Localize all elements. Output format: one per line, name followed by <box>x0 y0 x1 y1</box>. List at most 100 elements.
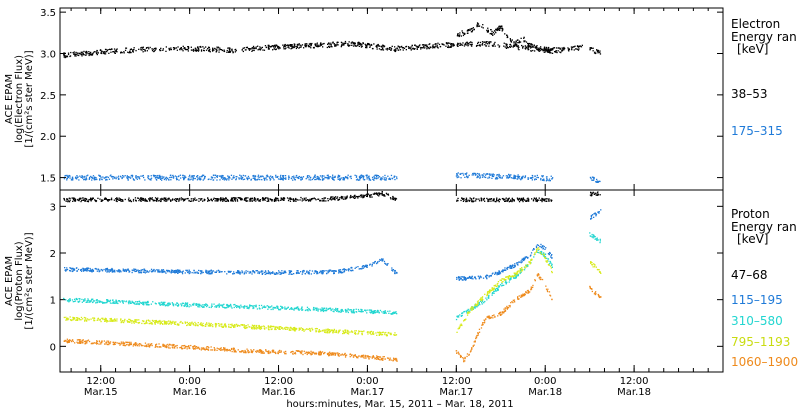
proton-data-point <box>173 270 176 272</box>
proton-data-point <box>94 199 96 201</box>
proton-data-point <box>289 200 292 202</box>
proton-data-point <box>156 321 158 323</box>
proton-data-point <box>102 317 104 319</box>
proton-data-point <box>387 310 389 312</box>
proton-data-point <box>327 270 329 272</box>
proton-data-point <box>510 278 512 280</box>
electron-data-point <box>316 44 318 46</box>
electron-data-point <box>383 178 385 180</box>
proton-data-point <box>65 316 67 318</box>
electron-data-point <box>288 176 290 179</box>
electron-data-point <box>469 28 471 30</box>
proton-data-point <box>74 298 76 300</box>
electron-data-point <box>222 177 224 179</box>
proton-data-point <box>592 192 594 194</box>
electron-data-point <box>432 44 434 46</box>
proton-data-point <box>379 309 382 312</box>
proton-data-point <box>208 322 210 324</box>
proton-data-point <box>457 197 459 200</box>
proton-data-point <box>270 308 272 311</box>
electron-data-point <box>381 46 383 48</box>
electron-data-point <box>221 49 224 52</box>
proton-data-point <box>239 271 241 273</box>
electron-data-point <box>111 48 113 50</box>
electron-data-point <box>91 54 93 56</box>
proton-data-point <box>369 263 371 265</box>
electron-data-point <box>500 28 502 30</box>
electron-data-point <box>575 48 577 50</box>
proton-data-point <box>320 309 322 311</box>
proton-data-point <box>79 298 81 300</box>
proton-data-point <box>591 194 593 196</box>
proton-data-point <box>355 266 357 268</box>
proton-data-point <box>498 270 500 272</box>
electron-data-point <box>462 174 465 176</box>
proton-data-point <box>189 304 191 306</box>
proton-data-point <box>295 197 297 200</box>
proton-data-point <box>461 314 463 317</box>
electron-data-point <box>80 53 82 55</box>
proton-data-point <box>238 272 240 274</box>
proton-data-point <box>135 270 138 272</box>
electron-data-point <box>225 179 228 181</box>
proton-data-point <box>462 200 465 202</box>
electron-data-point <box>191 175 193 177</box>
proton-data-point <box>246 307 248 309</box>
proton-data-point <box>336 197 338 199</box>
electron-data-point <box>466 172 468 174</box>
electron-data-point <box>316 42 318 44</box>
electron-data-point <box>153 50 155 53</box>
proton-data-point <box>306 271 308 273</box>
proton-data-point <box>81 270 83 272</box>
proton-data-point <box>533 197 536 200</box>
proton-data-point <box>72 317 74 319</box>
electron-data-point <box>150 175 152 177</box>
proton-data-point <box>544 253 547 255</box>
electron-data-point <box>158 177 160 179</box>
proton-data-point <box>346 332 349 334</box>
electron-data-point <box>156 176 158 178</box>
proton-data-point <box>251 324 254 326</box>
electron-data-point <box>291 176 293 178</box>
proton-data-point <box>172 198 174 200</box>
proton-data-point <box>590 191 592 193</box>
proton-data-point <box>593 235 595 237</box>
electron-data-point <box>102 51 104 53</box>
proton-data-point <box>597 194 599 196</box>
electron-data-point <box>379 178 382 181</box>
proton-data-point <box>383 310 385 313</box>
proton-data-point <box>129 270 131 273</box>
electron-data-point <box>524 45 527 47</box>
proton-data-point <box>217 199 219 201</box>
proton-data-point <box>237 272 239 274</box>
proton-data-point <box>380 333 382 336</box>
proton-data-point <box>160 321 162 324</box>
proton-data-point <box>321 198 323 200</box>
proton-data-point <box>245 197 247 199</box>
proton-data-point <box>472 201 474 203</box>
electron-data-point <box>589 176 592 179</box>
electron-data-point <box>543 49 545 51</box>
proton-data-point <box>158 270 160 273</box>
electron-data-point <box>326 46 328 49</box>
electron-data-point <box>125 47 127 49</box>
electron-data-point <box>74 177 77 179</box>
electron-data-point <box>351 41 353 43</box>
electron-data-point <box>470 31 473 33</box>
proton-data-point <box>254 198 256 200</box>
proton-data-point <box>350 267 352 269</box>
proton-data-point <box>201 324 203 326</box>
proton-data-point <box>169 271 171 273</box>
electron-data-point <box>216 176 218 178</box>
proton-data-point <box>551 199 553 202</box>
proton-data-point <box>283 327 286 329</box>
electron-data-point <box>347 44 349 47</box>
electron-data-point <box>69 177 71 179</box>
proton-data-point <box>158 302 160 304</box>
electron-data-point <box>534 175 536 178</box>
proton-data-point <box>321 309 323 312</box>
proton-data-point <box>533 248 535 250</box>
proton-data-point <box>457 200 459 202</box>
electron-data-point <box>334 175 336 177</box>
proton-data-point <box>340 311 342 313</box>
